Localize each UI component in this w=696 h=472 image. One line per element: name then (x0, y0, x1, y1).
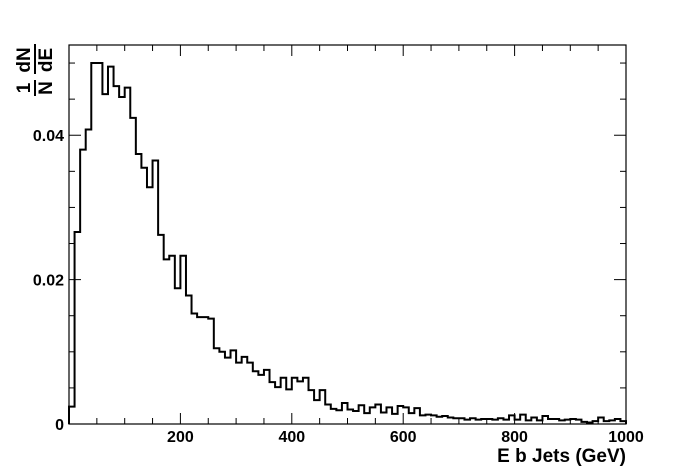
y-tick-label: 0.04 (33, 128, 64, 145)
y-title-numerator-1: 1 (14, 82, 35, 93)
x-tick-label: 200 (167, 429, 194, 446)
y-title-denominator-2: dE (36, 48, 57, 72)
y-title-numerator-2: dN (14, 47, 35, 72)
x-tick-label: 400 (278, 429, 305, 446)
x-tick-label: 1000 (608, 429, 644, 446)
plot-frame (68, 44, 627, 425)
x-axis-title: E b Jets (GeV) (497, 446, 626, 467)
y-tick-label: 0.02 (33, 273, 64, 290)
x-tick-label: 600 (390, 429, 417, 446)
y-tick-label: 0 (55, 417, 64, 434)
histogram-series (68, 62, 627, 424)
x-tick-label: 800 (501, 429, 528, 446)
y-title-denominator-1: N (36, 81, 57, 95)
x-tick-labels: 200 400 600 800 1000 (167, 429, 644, 446)
y-axis-title: 1 N dN dE (14, 44, 57, 96)
y-tick-labels: 0 0.02 0.04 (33, 128, 64, 434)
